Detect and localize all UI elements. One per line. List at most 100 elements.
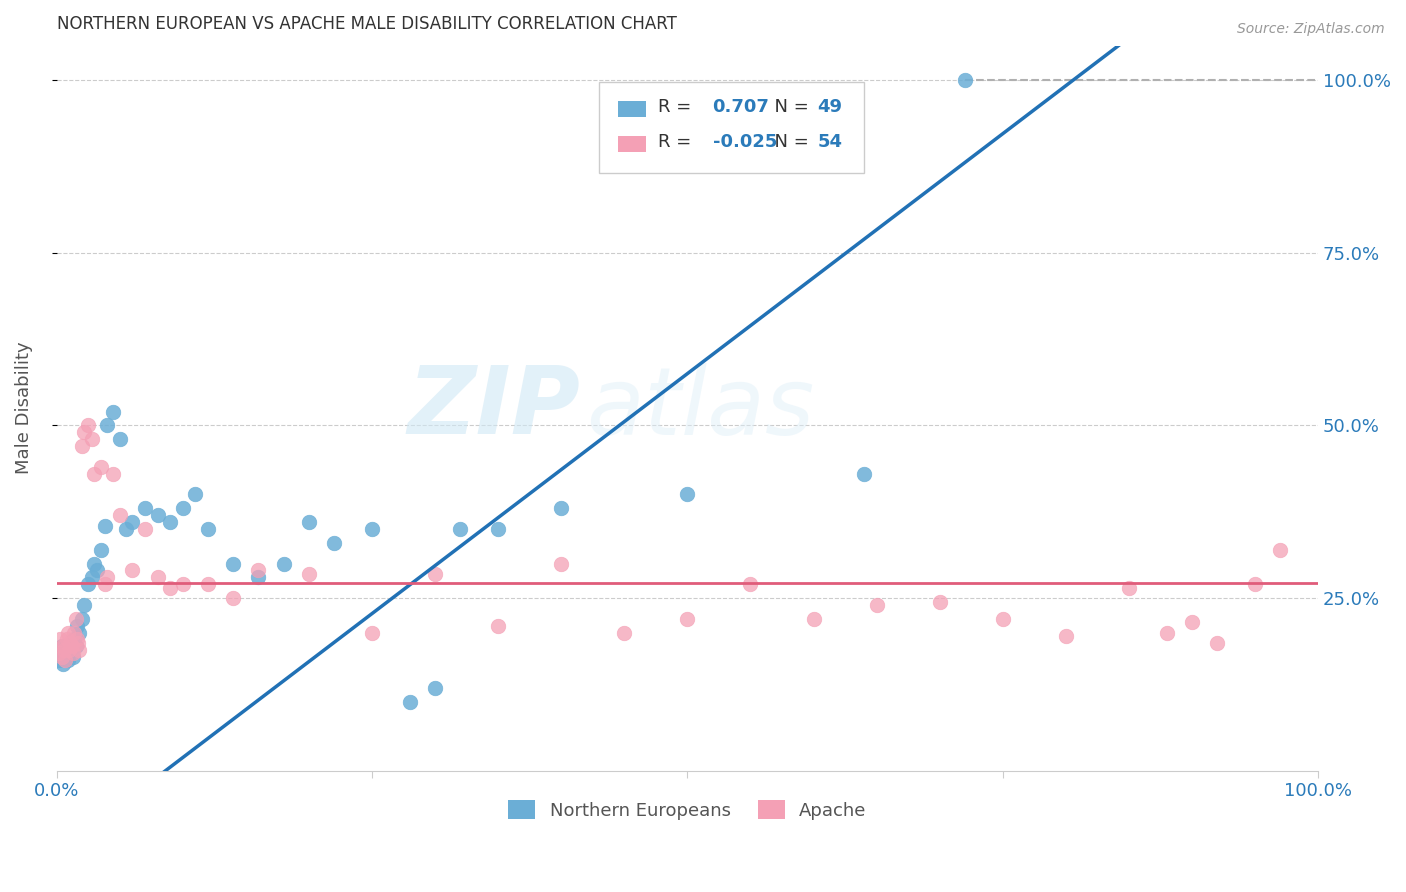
Point: [486, 522, 509, 536]
Point: [298, 566, 321, 581]
Point: [55, 643, 77, 657]
Point: [273, 557, 295, 571]
Y-axis label: Male Disability: Male Disability: [15, 342, 32, 475]
Point: [83, 467, 105, 481]
Point: [67, 625, 90, 640]
Text: N =: N =: [763, 133, 814, 151]
Point: [991, 612, 1014, 626]
Point: [52, 640, 75, 654]
Point: [1054, 629, 1077, 643]
Point: [184, 487, 207, 501]
Point: [953, 73, 976, 87]
Point: [613, 625, 636, 640]
Point: [361, 522, 384, 536]
Point: [67, 636, 90, 650]
Point: [70, 439, 93, 453]
Point: [740, 577, 762, 591]
Point: [247, 570, 270, 584]
Point: [60, 640, 83, 654]
Text: 54: 54: [817, 133, 842, 151]
Text: R =: R =: [658, 133, 697, 151]
FancyBboxPatch shape: [619, 136, 645, 152]
Text: 0.707: 0.707: [713, 98, 769, 116]
Point: [865, 598, 887, 612]
FancyBboxPatch shape: [619, 101, 645, 117]
Text: ZIP: ZIP: [408, 362, 581, 454]
Point: [1270, 542, 1292, 557]
Point: [80, 570, 103, 584]
Text: N =: N =: [763, 98, 814, 116]
Point: [222, 591, 245, 605]
FancyBboxPatch shape: [599, 82, 865, 172]
Point: [103, 467, 125, 481]
Point: [80, 432, 103, 446]
Point: [59, 636, 82, 650]
Point: [222, 557, 245, 571]
Point: [55, 646, 77, 660]
Text: Source: ZipAtlas.com: Source: ZipAtlas.com: [1237, 22, 1385, 37]
Point: [52, 657, 75, 671]
Point: [1244, 577, 1267, 591]
Point: [63, 625, 86, 640]
Point: [48, 653, 70, 667]
Point: [449, 522, 471, 536]
Point: [65, 640, 87, 654]
Point: [159, 515, 181, 529]
Point: [423, 566, 446, 581]
Text: -0.025: -0.025: [713, 133, 778, 151]
Point: [53, 643, 76, 657]
Point: [58, 643, 80, 657]
Point: [676, 612, 699, 626]
Point: [66, 632, 89, 647]
Point: [146, 508, 169, 523]
Point: [108, 508, 131, 523]
Point: [323, 536, 346, 550]
Point: [121, 515, 143, 529]
Point: [103, 404, 125, 418]
Point: [55, 632, 77, 647]
Point: [83, 557, 105, 571]
Point: [58, 640, 80, 654]
Point: [53, 649, 76, 664]
Point: [1118, 581, 1140, 595]
Point: [90, 542, 112, 557]
Point: [486, 618, 509, 632]
Point: [853, 467, 876, 481]
Point: [51, 640, 73, 654]
Point: [48, 646, 70, 660]
Point: [550, 501, 572, 516]
Point: [1181, 615, 1204, 630]
Point: [159, 581, 181, 595]
Point: [172, 501, 194, 516]
Point: [86, 564, 108, 578]
Point: [1156, 625, 1178, 640]
Text: R =: R =: [658, 98, 697, 116]
Point: [55, 653, 77, 667]
Point: [134, 501, 156, 516]
Point: [108, 432, 131, 446]
Point: [361, 625, 384, 640]
Point: [676, 487, 699, 501]
Point: [96, 418, 118, 433]
Point: [172, 577, 194, 591]
Text: NORTHERN EUROPEAN VS APACHE MALE DISABILITY CORRELATION CHART: NORTHERN EUROPEAN VS APACHE MALE DISABIL…: [56, 15, 676, 33]
Point: [49, 646, 72, 660]
Point: [67, 643, 90, 657]
Point: [121, 564, 143, 578]
Point: [73, 598, 96, 612]
Point: [550, 557, 572, 571]
Point: [96, 570, 118, 584]
Point: [247, 564, 270, 578]
Point: [298, 515, 321, 529]
Point: [73, 425, 96, 440]
Point: [146, 570, 169, 584]
Point: [197, 522, 219, 536]
Point: [56, 653, 79, 667]
Text: atlas: atlas: [586, 363, 814, 454]
Point: [77, 577, 100, 591]
Point: [59, 643, 82, 657]
Text: 49: 49: [817, 98, 842, 116]
Point: [60, 636, 83, 650]
Point: [1206, 636, 1229, 650]
Point: [803, 612, 825, 626]
